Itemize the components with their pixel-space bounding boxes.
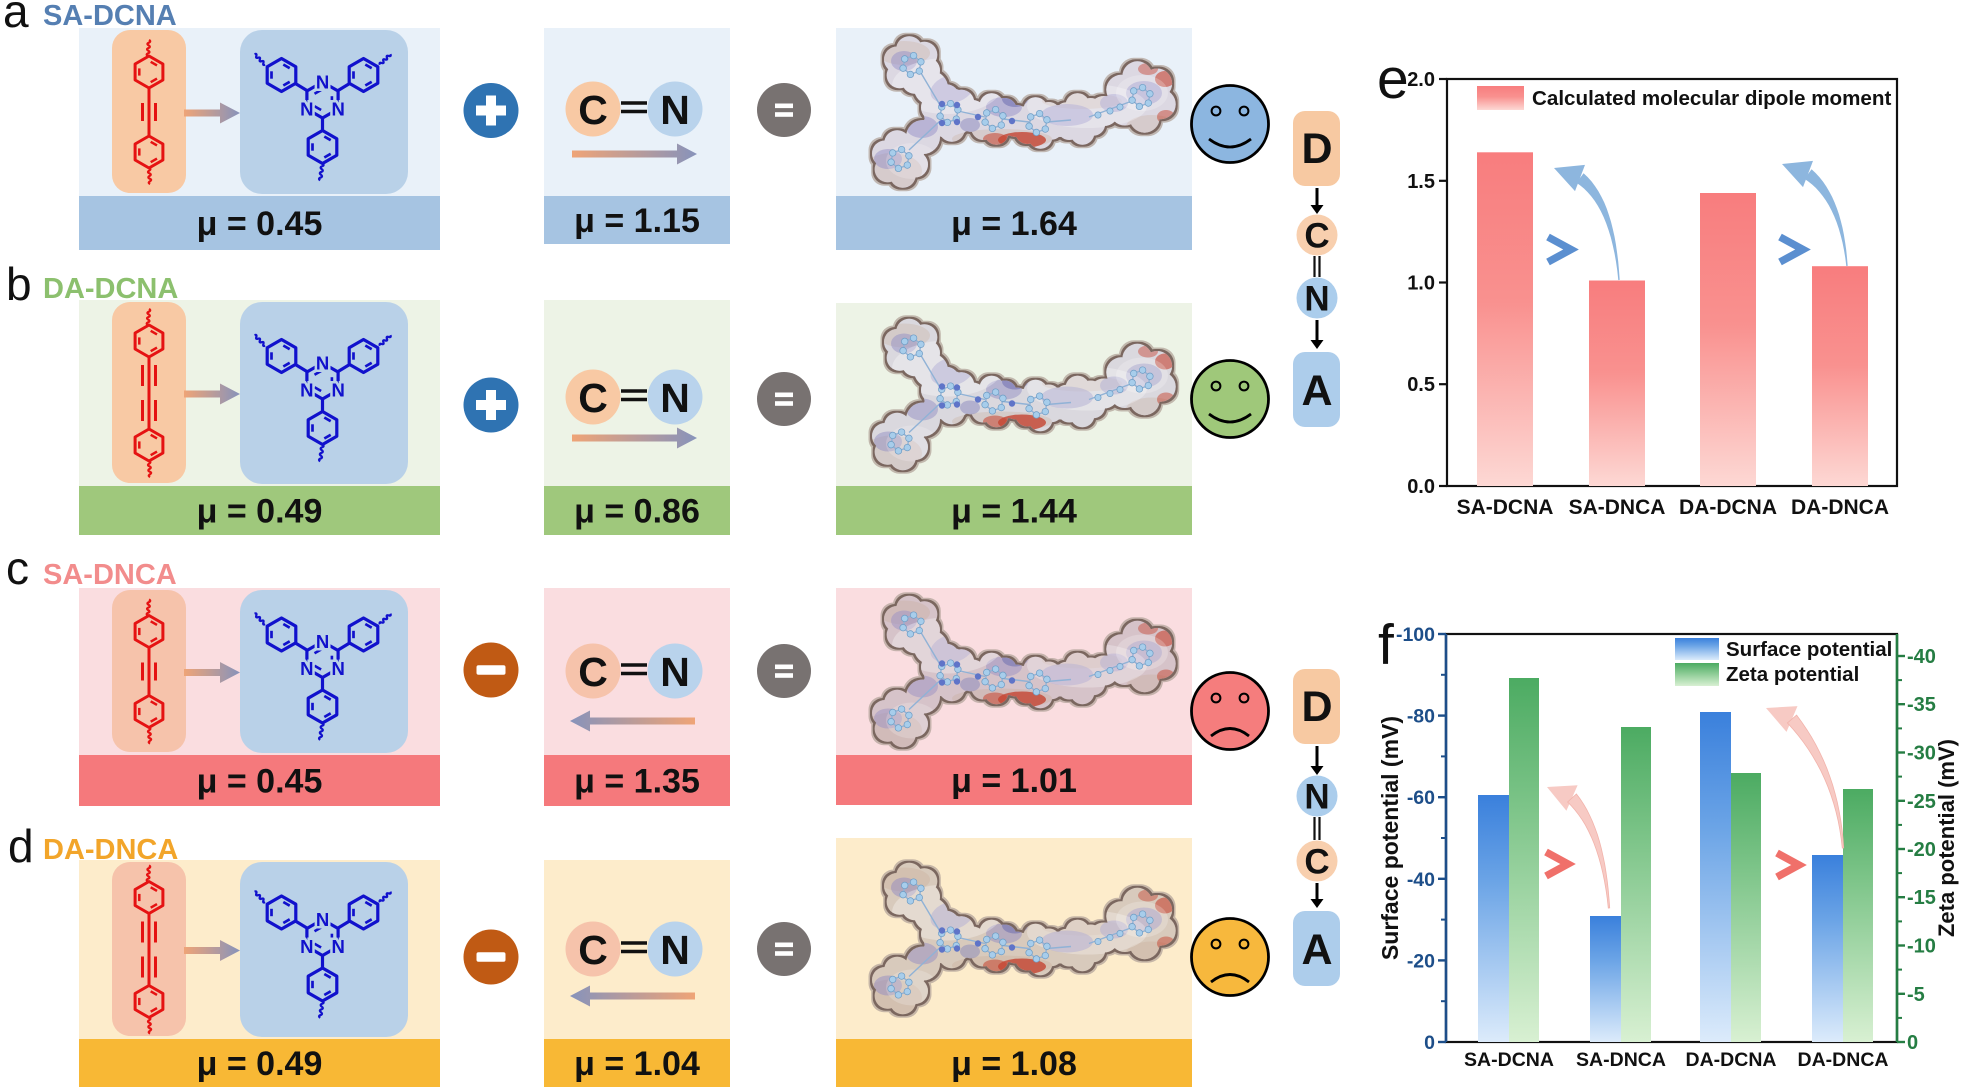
svg-text:D: D [1301, 125, 1332, 173]
svg-text:-80: -80 [1407, 706, 1435, 728]
svg-text:N: N [300, 99, 313, 120]
svg-text:N: N [316, 72, 329, 93]
svg-text:0: 0 [1424, 1032, 1435, 1054]
svg-text:A: A [1301, 367, 1332, 415]
svg-text:SA-DCNA: SA-DCNA [1457, 496, 1554, 519]
svg-text:SA-DNCA: SA-DNCA [1576, 1049, 1666, 1071]
svg-text:a: a [3, 0, 29, 37]
svg-text:N: N [660, 375, 690, 421]
svg-text:μ = 1.44: μ = 1.44 [951, 493, 1077, 531]
svg-text:N: N [1304, 778, 1329, 817]
svg-text:c: c [6, 542, 29, 594]
svg-text:N: N [316, 631, 329, 652]
svg-text:N: N [332, 380, 345, 401]
svg-text:0.0: 0.0 [1407, 476, 1435, 498]
svg-text:-15: -15 [1907, 887, 1936, 909]
svg-text:N: N [300, 658, 313, 679]
svg-text:0: 0 [1907, 1032, 1918, 1054]
svg-text:1.0: 1.0 [1407, 273, 1435, 295]
svg-text:μ = 0.49: μ = 0.49 [197, 1045, 323, 1083]
svg-text:N: N [332, 99, 345, 120]
svg-text:μ = 0.49: μ = 0.49 [197, 493, 323, 531]
svg-text:DA-DNCA: DA-DNCA [1798, 1049, 1889, 1071]
svg-text:-100: -100 [1396, 624, 1435, 646]
svg-text:d: d [8, 820, 34, 872]
svg-text:Surface potential (mV): Surface potential (mV) [1377, 716, 1403, 960]
svg-text:DA-DNCA: DA-DNCA [1791, 496, 1889, 519]
svg-text:2.0: 2.0 [1407, 69, 1435, 91]
svg-text:SA-DCNA: SA-DCNA [1464, 1049, 1554, 1071]
svg-text:N: N [660, 87, 690, 133]
svg-text:μ = 1.64: μ = 1.64 [951, 205, 1077, 243]
svg-text:Calculated molecular dipole mo: Calculated molecular dipole moment [1532, 87, 1891, 110]
svg-text:C: C [578, 927, 608, 973]
svg-text:N: N [316, 353, 329, 374]
svg-text:N: N [1304, 280, 1329, 319]
svg-text:DA-DCNA: DA-DCNA [1679, 496, 1777, 519]
svg-text:f: f [1378, 613, 1394, 677]
svg-text:C: C [1304, 217, 1329, 256]
svg-text:N: N [300, 380, 313, 401]
svg-text:N: N [332, 936, 345, 957]
svg-text:-30: -30 [1907, 743, 1936, 765]
svg-text:μ = 1.08: μ = 1.08 [951, 1045, 1077, 1083]
svg-text:N: N [316, 909, 329, 930]
svg-text:μ = 1.01: μ = 1.01 [951, 762, 1077, 800]
svg-text:μ = 1.15: μ = 1.15 [574, 202, 700, 240]
svg-text:Surface potential: Surface potential [1726, 638, 1892, 661]
svg-text:C: C [578, 87, 608, 133]
svg-text:N: N [660, 927, 690, 973]
svg-text:C: C [578, 649, 608, 695]
svg-text:DA-DCNA: DA-DCNA [1686, 1049, 1777, 1071]
svg-text:Zeta potential (mV): Zeta potential (mV) [1934, 739, 1959, 937]
svg-text:0.5: 0.5 [1407, 374, 1435, 396]
svg-text:μ = 0.86: μ = 0.86 [574, 493, 700, 531]
svg-text:e: e [1377, 47, 1409, 111]
svg-text:N: N [660, 649, 690, 695]
svg-text:μ = 0.45: μ = 0.45 [197, 205, 323, 243]
svg-text:1.5: 1.5 [1407, 171, 1435, 193]
svg-text:-60: -60 [1407, 787, 1435, 809]
svg-text:C: C [578, 375, 608, 421]
svg-text:μ = 0.45: μ = 0.45 [197, 763, 323, 801]
svg-text:-40: -40 [1907, 646, 1936, 668]
svg-text:Zeta potential: Zeta potential [1726, 663, 1859, 686]
svg-text:-40: -40 [1407, 869, 1435, 891]
svg-text:-5: -5 [1907, 984, 1925, 1006]
svg-text:-35: -35 [1907, 694, 1936, 716]
svg-text:N: N [332, 658, 345, 679]
svg-text:SA-DNCA: SA-DNCA [1569, 496, 1666, 519]
svg-text:SA-DNCA: SA-DNCA [43, 559, 177, 591]
svg-text:-20: -20 [1407, 950, 1435, 972]
svg-text:D: D [1301, 683, 1332, 731]
svg-text:μ = 1.35: μ = 1.35 [574, 763, 700, 801]
svg-text:-25: -25 [1907, 791, 1936, 813]
svg-text:N: N [300, 936, 313, 957]
svg-text:-10: -10 [1907, 936, 1936, 958]
svg-text:DA-DCNA: DA-DCNA [43, 273, 178, 305]
svg-text:A: A [1301, 926, 1332, 974]
svg-text:-20: -20 [1907, 839, 1936, 861]
svg-text:C: C [1304, 843, 1329, 882]
svg-text:μ = 1.04: μ = 1.04 [574, 1045, 700, 1083]
svg-text:SA-DCNA: SA-DCNA [43, 0, 177, 32]
svg-text:b: b [6, 258, 32, 310]
